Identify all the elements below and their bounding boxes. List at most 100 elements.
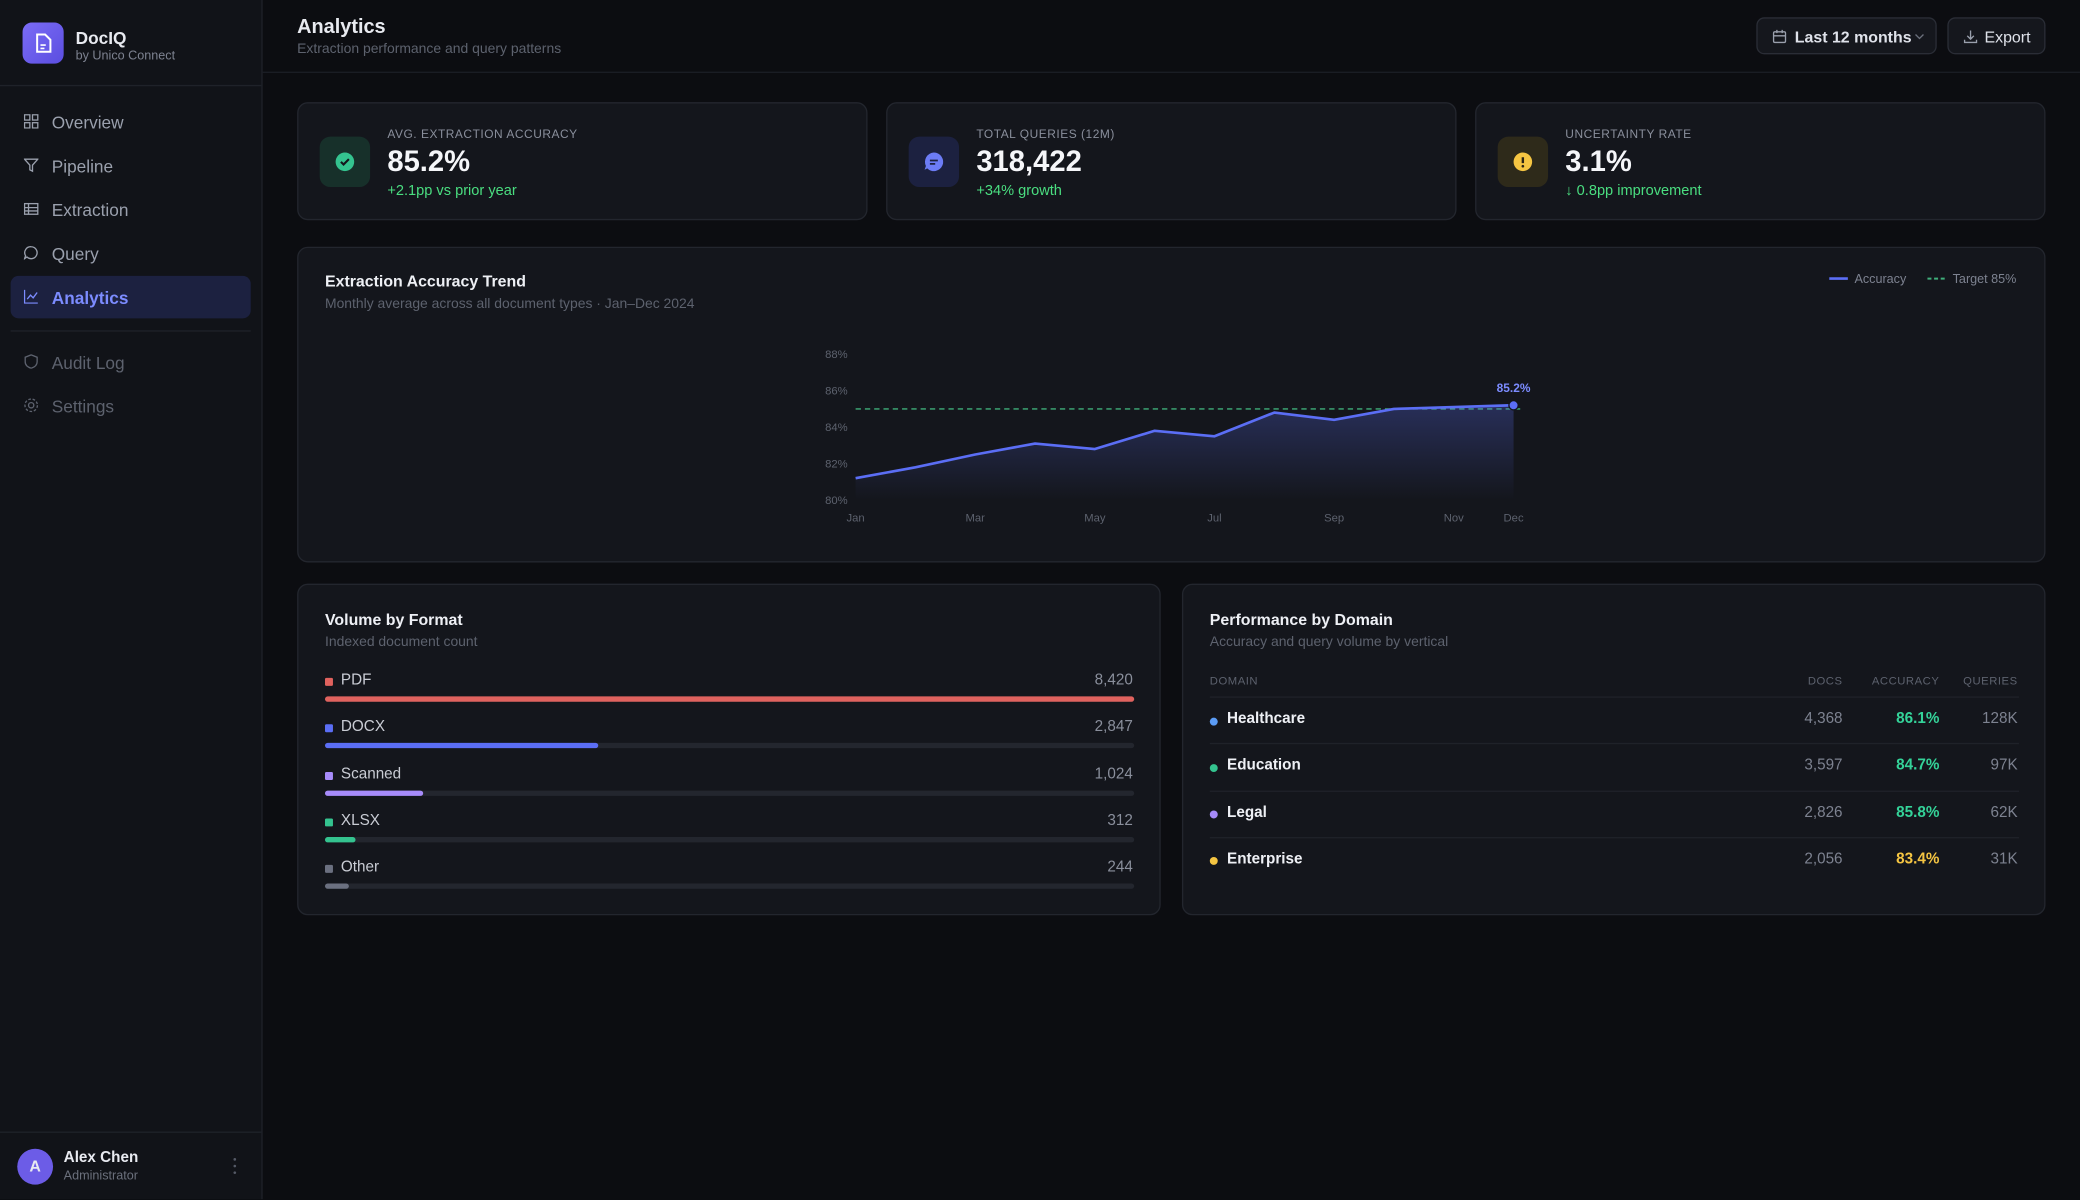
x-tick-label: Dec (1504, 512, 1524, 524)
nav-label: Query (51, 244, 99, 264)
domain-name: Legal (1227, 804, 1267, 821)
nav-icon (24, 398, 39, 413)
kpi-delta: ↓ 0.8pp improvement (1565, 183, 1702, 199)
divider (262, 71, 2080, 73)
x-tick-label: May (1084, 512, 1106, 524)
row-divider (1209, 790, 2019, 792)
kpi-delta: +2.1pp vs prior year (387, 183, 517, 199)
domain-card: Performance by Domain Accuracy and query… (1181, 583, 2046, 916)
format-name: Other (340, 859, 380, 876)
user-role: Administrator (63, 1168, 138, 1184)
nav-label: Audit Log (51, 352, 125, 373)
kpi-value: 3.1% (1565, 144, 1632, 178)
format-count: 244 (1107, 859, 1133, 876)
legend-label: Accuracy (1854, 272, 1906, 286)
format-swatch (324, 724, 333, 733)
bar-track (324, 836, 1135, 843)
cell: 31K (1990, 851, 2018, 868)
column-header: ACCURACY (1871, 673, 1940, 688)
x-tick-label: Jul (1207, 512, 1221, 524)
kpi-glyph (1513, 152, 1533, 172)
bar-track (324, 743, 1135, 749)
nav-label: Pipeline (51, 156, 114, 177)
bar-track (324, 883, 1135, 890)
cell: 4,368 (1804, 711, 1843, 727)
domain-dot (1209, 810, 1218, 819)
nav-icon (23, 158, 39, 173)
nav-item[interactable]: Overview (11, 101, 251, 143)
brand: DocIQ (75, 27, 127, 48)
divider (0, 84, 262, 87)
volume-card: Volume by Format Indexed document count … (297, 583, 1161, 916)
x-tick-label: Mar (966, 512, 986, 524)
value-label: 85.2% (1497, 381, 1531, 395)
kpi-value: 85.2% (387, 144, 471, 178)
calendar-icon (1772, 29, 1787, 44)
cell: 97K (1990, 757, 2018, 774)
format-count: 1,024 (1094, 766, 1133, 783)
bar (324, 790, 424, 796)
kpi-label: TOTAL QUERIES (12M) (976, 127, 1115, 141)
range-button[interactable]: Last 12 months (1756, 17, 1937, 55)
nav-item[interactable]: Settings (11, 385, 251, 427)
bar-track (324, 790, 1135, 796)
sidebar: DocIQ by Unico Connect Overview Pipeline E… (0, 0, 263, 1200)
export-button[interactable]: Export (1947, 17, 2046, 55)
kpi-label: UNCERTAINTY RATE (1565, 127, 1692, 141)
column-header: DOCS (1807, 673, 1843, 688)
nav-label: Extraction (51, 200, 129, 221)
format-swatch (324, 865, 333, 874)
brand-sub: by Unico Connect (75, 49, 176, 64)
legend-label: Target 85% (1953, 272, 2017, 286)
nav-item[interactable]: Pipeline (11, 145, 251, 187)
nav-item[interactable]: Audit Log (11, 341, 251, 383)
domain-name: Healthcare (1227, 711, 1306, 727)
kpi-value: 318,422 (976, 144, 1082, 178)
divider (0, 1131, 262, 1133)
range-label: Last 12 months (1794, 27, 1912, 47)
kpi-icon (1497, 136, 1549, 188)
nav-icon (24, 354, 38, 369)
domain-name: Education (1227, 757, 1301, 774)
nav-item[interactable]: Analytics (10, 275, 251, 319)
kpi-label: AVG. EXTRACTION ACCURACY (387, 127, 578, 141)
chevron (1915, 34, 1924, 40)
domain-dot (1209, 716, 1218, 725)
cell: 3,597 (1804, 757, 1843, 774)
format-swatch (324, 677, 333, 686)
cell: 86.1% (1896, 711, 1940, 727)
page-title: Analytics (297, 15, 386, 39)
user-menu[interactable] (231, 1157, 239, 1176)
format-swatch (324, 818, 333, 827)
cell: 128K (1982, 711, 2018, 727)
volume-subtitle: Indexed document count (324, 634, 478, 650)
domain-title: Performance by Domain (1209, 610, 1393, 629)
domain-dot (1209, 763, 1218, 772)
nav-item[interactable]: Query (11, 232, 251, 274)
x-tick-label: Nov (1444, 512, 1464, 524)
logo (22, 22, 64, 64)
trend-card (297, 246, 2046, 563)
nav-icon (23, 289, 38, 304)
chart-title: Extraction Accuracy Trend (325, 274, 526, 291)
format-count: 2,847 (1094, 719, 1133, 736)
chart-subtitle: Monthly average across all document type… (325, 295, 695, 311)
kpi-card: AVG. EXTRACTION ACCURACY 85.2% +2.1pp vs p… (297, 102, 868, 221)
x-tick-label: Jan (847, 512, 865, 524)
row-divider (1209, 743, 2019, 745)
domain-dot (1209, 857, 1218, 866)
avatar[interactable]: A (17, 1148, 54, 1185)
x-tick-label: Sep (1324, 512, 1344, 524)
format-count: 312 (1107, 813, 1133, 829)
domain-name: Enterprise (1227, 851, 1303, 868)
format-name: XLSX (340, 813, 380, 829)
y-tick-label: 80% (825, 495, 848, 507)
y-tick-label: 88% (825, 349, 848, 361)
format-name: DOCX (340, 719, 386, 736)
format-name: PDF (340, 672, 372, 689)
point (1508, 399, 1519, 411)
domain-subtitle: Accuracy and query volume by vertical (1209, 634, 1449, 650)
nav-item[interactable]: Extraction (11, 188, 251, 230)
